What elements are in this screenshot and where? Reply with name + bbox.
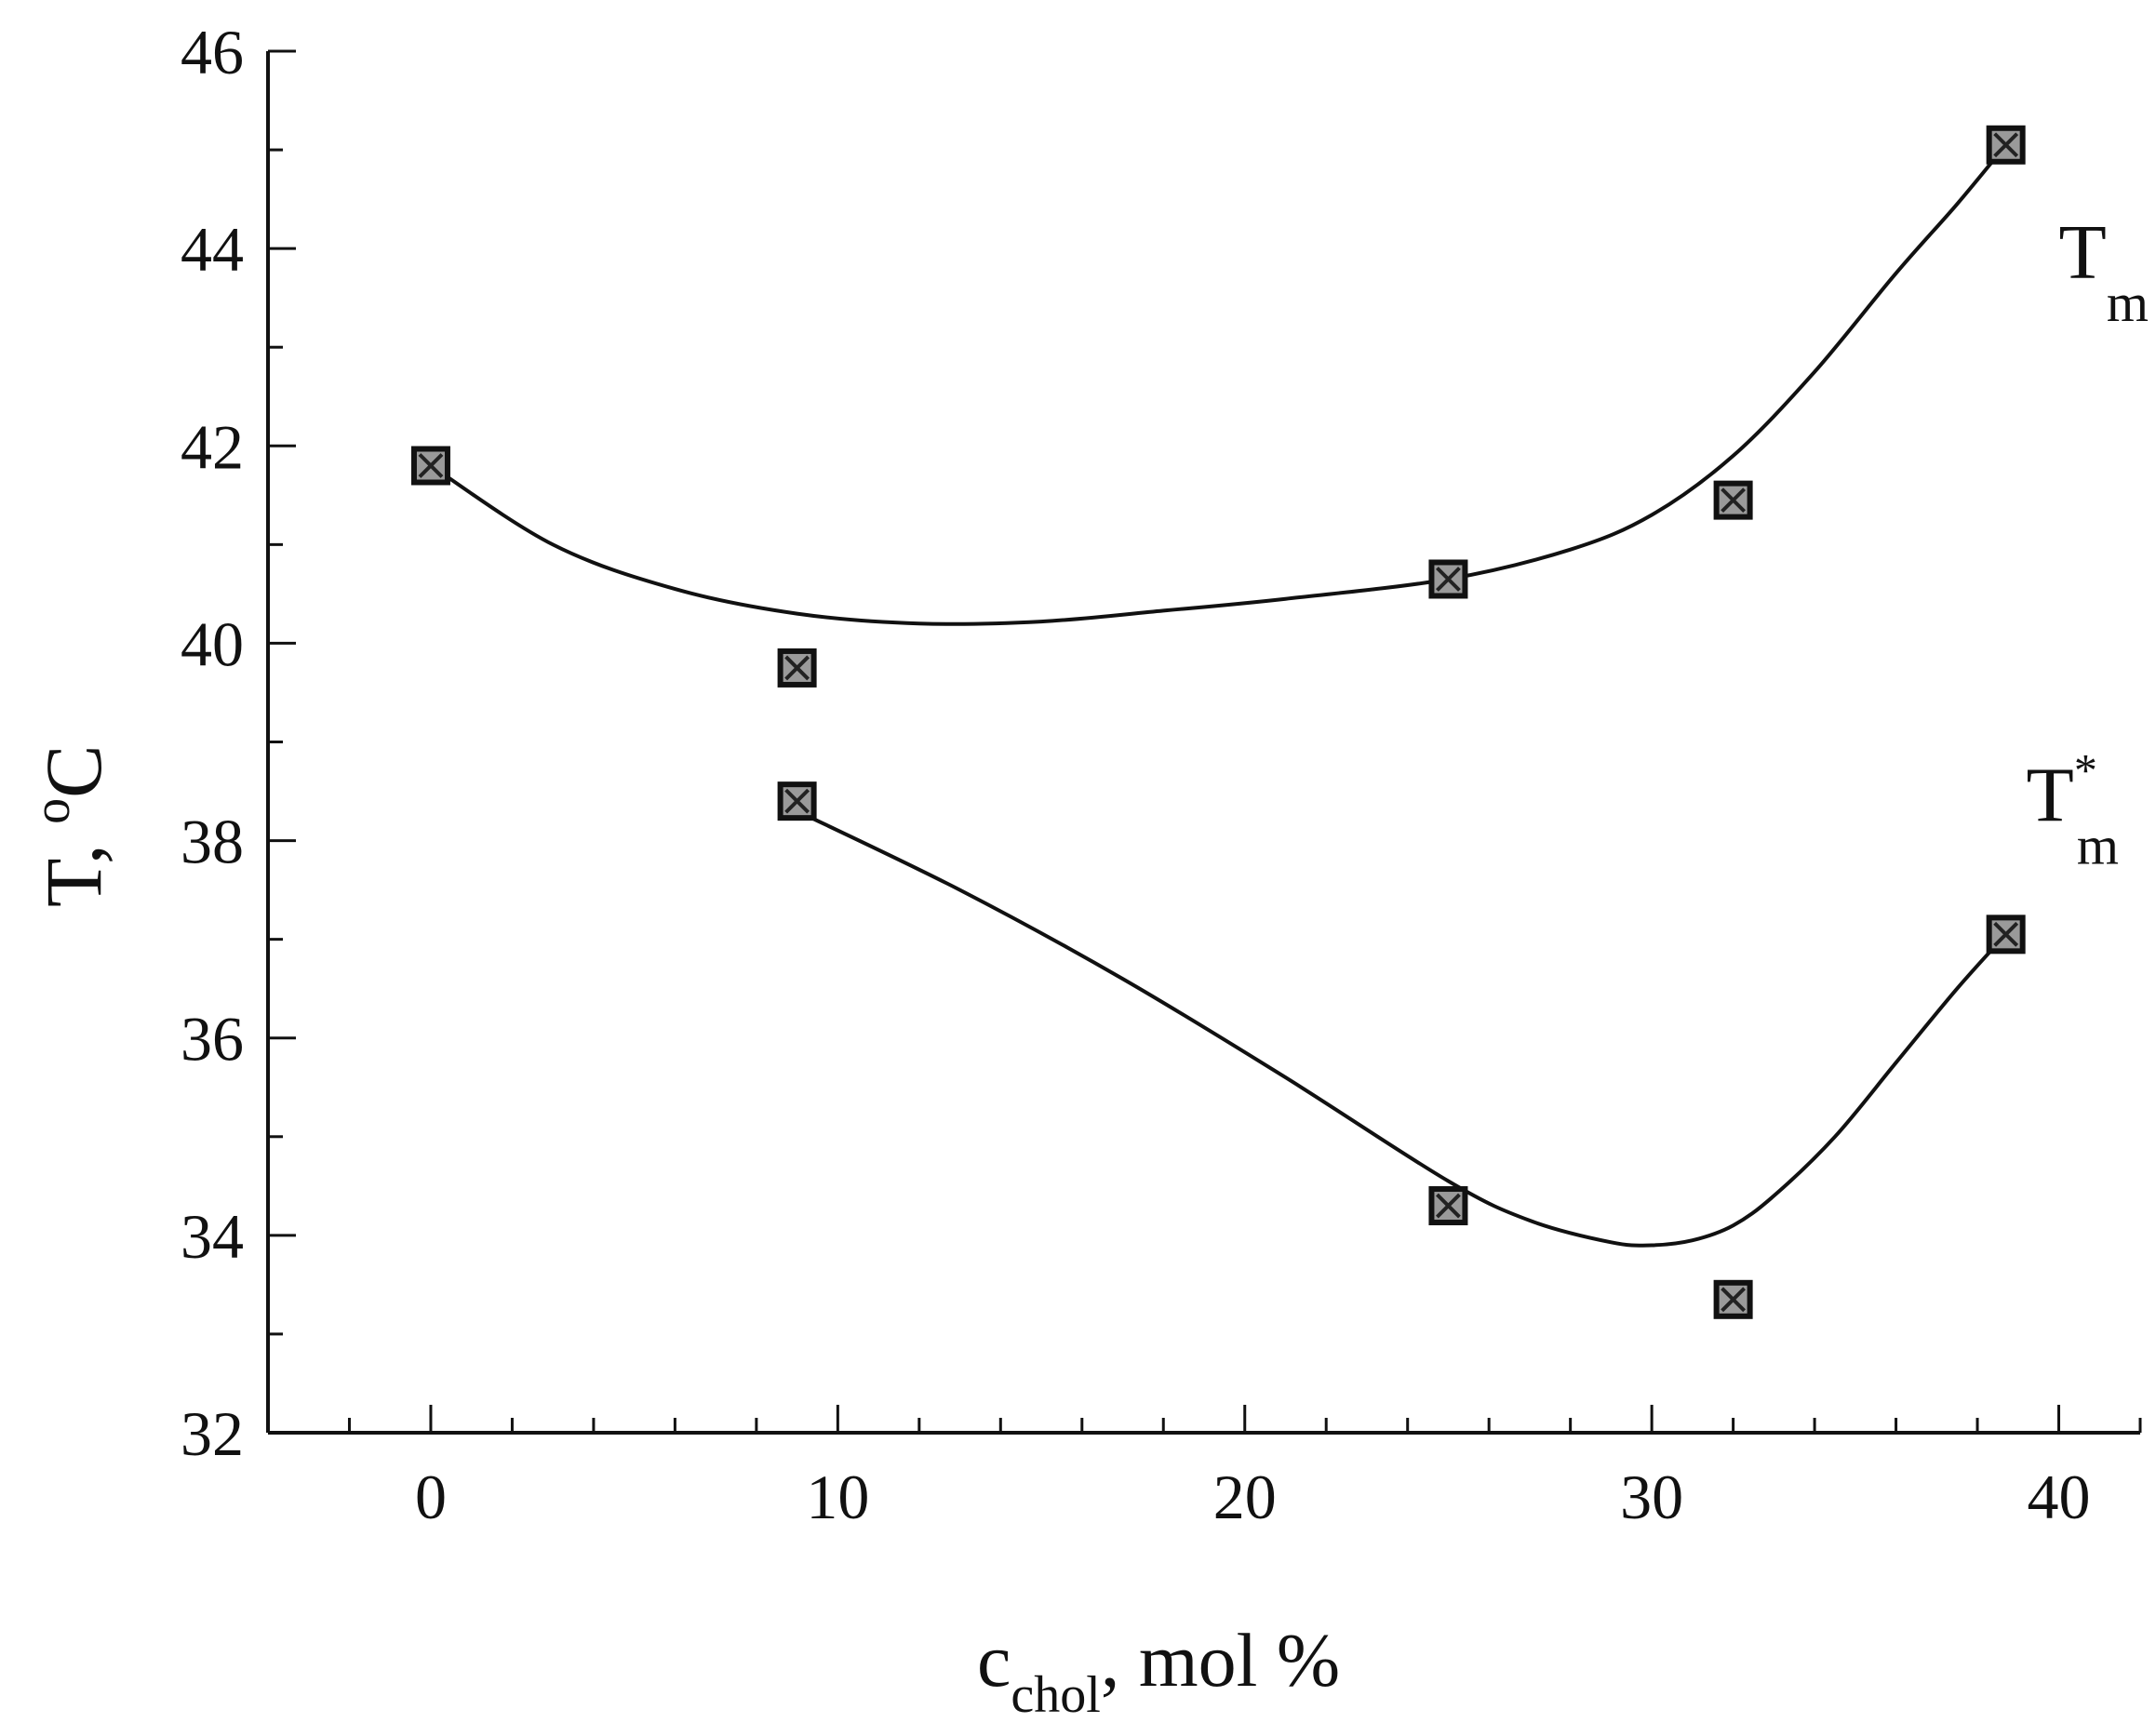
y-tick-label: 34 (181, 1201, 244, 1272)
x-tick-label: 10 (806, 1462, 869, 1532)
data-point-texture (1721, 487, 1747, 514)
y-tick-label: 38 (181, 807, 244, 877)
data-point-texture (1993, 132, 2019, 158)
x-tick-label: 30 (1620, 1462, 1683, 1532)
data-point-texture (784, 655, 810, 681)
y-tick-label: 42 (181, 411, 244, 482)
series-2-fit-line (796, 808, 2008, 1248)
y-tick-label: 32 (181, 1398, 244, 1469)
data-point-texture (1993, 921, 2019, 947)
y-tick-label: 40 (181, 608, 244, 679)
data-point-texture (1436, 567, 1461, 592)
series-2-label: T* m (2027, 743, 2119, 875)
y-tick-label: 36 (181, 1004, 244, 1075)
y-tick-label: 44 (181, 214, 244, 285)
x-axis-title: cchol, mol % (977, 1618, 1340, 1724)
series-1-fit-line (429, 143, 2008, 626)
x-tick-label: 0 (415, 1462, 447, 1532)
y-axis-title: T, oC (23, 744, 118, 907)
data-point-texture (418, 453, 444, 478)
data-point-texture (1436, 1193, 1461, 1219)
series-1-label: Tm (2059, 209, 2149, 333)
y-tick-label: 46 (181, 17, 244, 87)
x-tick-label: 40 (2028, 1462, 2091, 1532)
data-point-texture (784, 788, 810, 814)
data-point-texture (1721, 1287, 1747, 1313)
x-tick-label: 20 (1213, 1462, 1277, 1532)
